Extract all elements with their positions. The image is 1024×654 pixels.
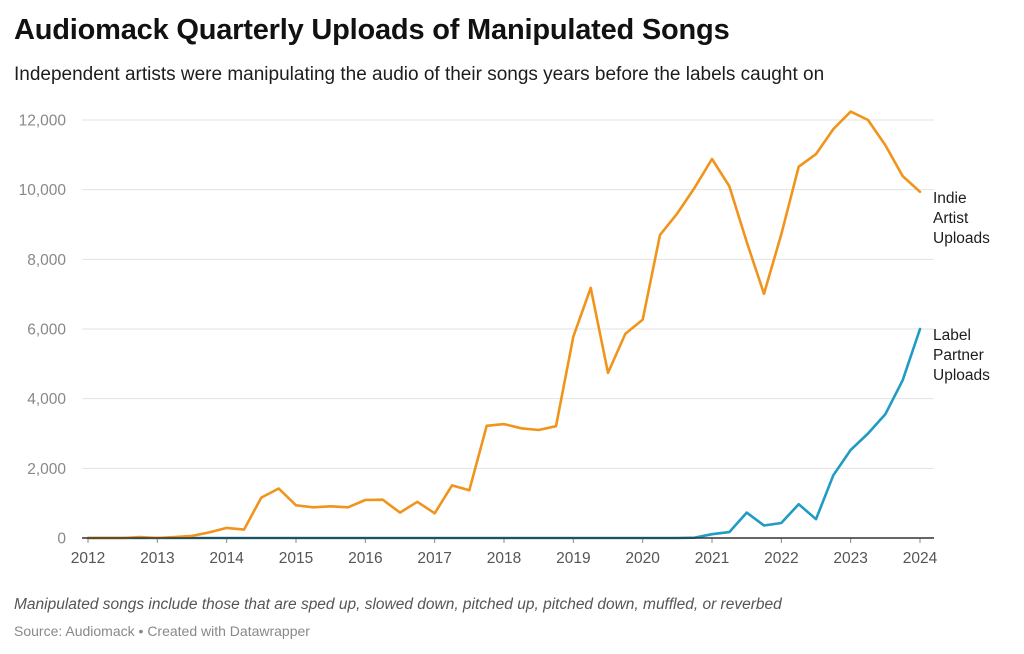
series-lines xyxy=(86,110,922,540)
source-separator: • xyxy=(138,623,144,639)
y-tick-label: 4,000 xyxy=(27,391,66,408)
x-tick-label: 2014 xyxy=(209,550,244,567)
series-label-line: Indie xyxy=(933,190,967,207)
series-label-label-partner: Label Partner Uploads xyxy=(933,327,990,384)
x-tick-label: 2024 xyxy=(903,550,938,567)
x-tick-label: 2017 xyxy=(417,550,451,567)
x-tick-label: 2023 xyxy=(833,550,867,567)
y-tick-label: 2,000 xyxy=(27,461,66,478)
series-labels: Indie Artist Uploads Label Partner Uploads xyxy=(933,190,990,384)
chart-note: Manipulated songs include those that are… xyxy=(14,596,782,613)
x-tick-label: 2019 xyxy=(556,550,590,567)
chart-title: Audiomack Quarterly Uploads of Manipulat… xyxy=(14,14,730,46)
x-axis-ticks: 2012 2013 2014 2015 2016 2017 2018 2019 2020 2021… xyxy=(71,538,938,567)
y-tick-label: 12,000 xyxy=(19,113,67,130)
series-line-label-partner xyxy=(86,327,922,540)
y-axis-ticks: 0 2,000 4,000 6,000 8,000 10,000 12,000 xyxy=(19,113,67,548)
y-tick-label: 6,000 xyxy=(27,322,66,339)
series-label-line: Label xyxy=(933,327,971,344)
x-tick-label: 2015 xyxy=(279,550,313,567)
chart-source-line: Source: Audiomack • Created with Datawra… xyxy=(14,623,310,639)
chart-subtitle: Independent artists were manipulating th… xyxy=(14,64,825,85)
credit-text: Created with Datawrapper xyxy=(147,623,310,639)
series-label-indie-artist: Indie Artist Uploads xyxy=(933,190,990,247)
y-tick-label: 0 xyxy=(57,531,66,548)
source-text: Source: Audiomack xyxy=(14,623,135,639)
x-tick-label: 2021 xyxy=(695,550,729,567)
series-label-line: Uploads xyxy=(933,367,990,384)
series-label-line: Partner xyxy=(933,347,984,364)
x-tick-label: 2018 xyxy=(487,550,521,567)
gridlines xyxy=(82,119,934,469)
x-tick-label: 2016 xyxy=(348,550,382,567)
y-tick-label: 8,000 xyxy=(27,252,66,269)
series-line-indie-artist xyxy=(86,110,922,540)
x-tick-label: 2012 xyxy=(71,550,105,567)
y-tick-label: 10,000 xyxy=(19,182,67,199)
x-tick-label: 2013 xyxy=(140,550,174,567)
series-label-line: Artist xyxy=(933,210,969,227)
x-tick-label: 2022 xyxy=(764,550,798,567)
x-tick-label: 2020 xyxy=(625,550,660,567)
series-label-line: Uploads xyxy=(933,230,990,247)
